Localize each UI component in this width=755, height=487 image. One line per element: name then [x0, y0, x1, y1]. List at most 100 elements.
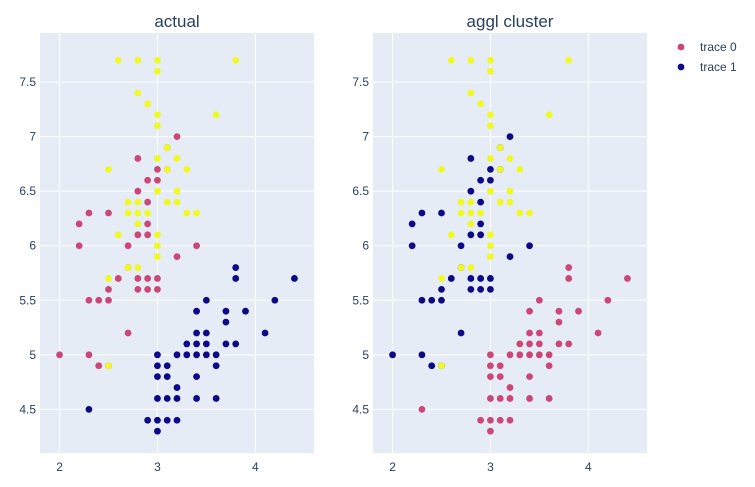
data-point[interactable]	[526, 242, 533, 250]
data-point[interactable]	[565, 56, 573, 64]
data-point[interactable]	[154, 427, 161, 435]
data-point[interactable]	[85, 405, 93, 413]
data-point[interactable]	[438, 165, 445, 173]
data-point[interactable]	[545, 111, 553, 119]
data-point[interactable]	[467, 56, 475, 64]
data-point[interactable]	[154, 111, 161, 119]
data-point[interactable]	[154, 275, 161, 282]
data-point[interactable]	[134, 209, 142, 217]
data-point[interactable]	[144, 100, 152, 108]
data-point[interactable]	[154, 285, 161, 293]
data-point[interactable]	[134, 231, 142, 239]
data-point[interactable]	[526, 395, 533, 402]
data-point[interactable]	[193, 209, 200, 217]
data-point[interactable]	[232, 340, 240, 348]
data-point[interactable]	[193, 395, 200, 402]
data-point[interactable]	[105, 209, 112, 217]
data-point[interactable]	[545, 395, 553, 402]
data-point[interactable]	[261, 329, 269, 337]
data-point[interactable]	[516, 340, 524, 348]
data-point[interactable]	[134, 56, 142, 64]
data-point[interactable]	[487, 122, 494, 130]
data-point[interactable]	[526, 351, 533, 359]
data-point[interactable]	[173, 395, 181, 402]
data-point[interactable]	[477, 209, 485, 217]
data-point[interactable]	[555, 340, 563, 348]
data-point[interactable]	[163, 165, 171, 173]
data-point[interactable]	[232, 275, 240, 282]
data-point[interactable]	[526, 340, 533, 348]
data-point[interactable]	[154, 122, 161, 130]
data-point[interactable]	[418, 209, 426, 217]
data-point[interactable]	[624, 275, 631, 282]
data-point[interactable]	[144, 209, 152, 217]
legend-item-trace-0[interactable]: trace 0	[677, 40, 737, 54]
data-point[interactable]	[154, 176, 161, 184]
data-point[interactable]	[487, 351, 494, 359]
data-point[interactable]	[193, 307, 200, 315]
data-point[interactable]	[487, 155, 494, 162]
data-point[interactable]	[193, 242, 200, 250]
data-point[interactable]	[144, 231, 152, 239]
data-point[interactable]	[487, 242, 494, 250]
data-point[interactable]	[124, 209, 132, 217]
data-point[interactable]	[487, 373, 494, 381]
data-point[interactable]	[565, 264, 573, 271]
data-point[interactable]	[467, 264, 475, 271]
data-point[interactable]	[487, 362, 494, 370]
data-point[interactable]	[447, 231, 455, 239]
data-point[interactable]	[154, 67, 161, 75]
legend-item-trace-1[interactable]: trace 1	[677, 60, 737, 74]
data-point[interactable]	[506, 198, 514, 206]
data-point[interactable]	[114, 56, 122, 64]
data-point[interactable]	[487, 427, 494, 435]
data-point[interactable]	[477, 198, 485, 206]
data-point[interactable]	[467, 220, 475, 228]
data-point[interactable]	[202, 340, 210, 348]
data-point[interactable]	[154, 351, 161, 359]
data-point[interactable]	[105, 165, 112, 173]
data-point[interactable]	[154, 56, 161, 64]
data-point[interactable]	[212, 395, 220, 402]
data-point[interactable]	[124, 329, 132, 337]
data-point[interactable]	[487, 67, 494, 75]
data-point[interactable]	[467, 89, 475, 97]
data-point[interactable]	[604, 296, 612, 304]
data-point[interactable]	[154, 155, 161, 162]
data-point[interactable]	[134, 89, 142, 97]
data-point[interactable]	[173, 416, 181, 424]
data-point[interactable]	[565, 340, 573, 348]
data-point[interactable]	[438, 285, 445, 293]
data-point[interactable]	[408, 242, 416, 250]
data-point[interactable]	[467, 187, 475, 195]
data-point[interactable]	[222, 318, 230, 326]
data-point[interactable]	[232, 56, 240, 64]
data-point[interactable]	[105, 285, 112, 293]
data-point[interactable]	[467, 209, 475, 217]
data-point[interactable]	[202, 296, 210, 304]
data-point[interactable]	[144, 275, 152, 282]
data-point[interactable]	[154, 416, 161, 424]
data-point[interactable]	[124, 264, 132, 271]
data-point[interactable]	[477, 220, 485, 228]
data-point[interactable]	[526, 329, 533, 337]
data-point[interactable]	[438, 275, 445, 282]
data-point[interactable]	[222, 340, 230, 348]
data-point[interactable]	[477, 100, 485, 108]
data-point[interactable]	[242, 307, 249, 315]
data-point[interactable]	[496, 198, 504, 206]
data-point[interactable]	[163, 198, 171, 206]
data-point[interactable]	[496, 144, 504, 151]
data-point[interactable]	[487, 231, 494, 239]
data-point[interactable]	[183, 340, 191, 348]
data-point[interactable]	[271, 296, 279, 304]
data-point[interactable]	[496, 373, 504, 381]
data-point[interactable]	[438, 209, 445, 217]
data-point[interactable]	[438, 362, 445, 370]
data-point[interactable]	[134, 220, 142, 228]
data-point[interactable]	[173, 384, 181, 391]
data-point[interactable]	[487, 395, 494, 402]
data-point[interactable]	[516, 209, 524, 217]
data-point[interactable]	[56, 351, 63, 359]
data-point[interactable]	[212, 351, 220, 359]
